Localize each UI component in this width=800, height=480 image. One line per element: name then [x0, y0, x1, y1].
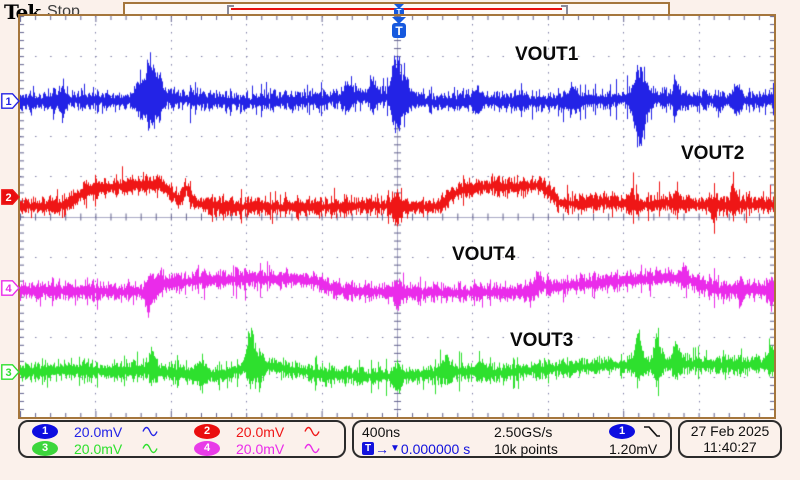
trigger-source-readout[interactable]: 1	[609, 423, 662, 440]
waveform-label-vout3: VOUT3	[510, 330, 574, 351]
arrow-right-icon: →	[375, 440, 389, 457]
graticule: T	[18, 14, 776, 419]
trigger-level-readout[interactable]: 1.20mV	[609, 440, 662, 457]
trigger-level-value: 1.20mV	[609, 440, 658, 457]
channel-3-scale: 20.0mV	[74, 440, 123, 457]
channel-1-badge: 1	[32, 424, 58, 439]
channel-3-readout[interactable]: 3 20.0mV	[20, 440, 182, 457]
channel-1-coupling-icon	[142, 426, 158, 437]
channel-4-badge: 4	[194, 441, 220, 456]
horizontal-scale-readout[interactable]: 400ns	[362, 423, 494, 440]
record-length-value: 10k points	[494, 440, 558, 457]
record-length-readout: 10k points	[494, 440, 609, 457]
waveform-display	[20, 16, 774, 417]
sample-rate-readout: 2.50GS/s	[494, 423, 609, 440]
trigger-position-marker[interactable]: T	[391, 16, 407, 43]
waveform-label-vout1: VOUT1	[515, 44, 579, 65]
channel-4-ground-marker[interactable]: 4	[1, 280, 20, 301]
channel-3-badge: 3	[32, 441, 58, 456]
channel-1-scale: 20.0mV	[74, 423, 123, 440]
triangle-down-icon: ▼	[390, 443, 400, 454]
trigger-slope-falling-icon	[644, 425, 660, 437]
datetime-readout: 27 Feb 2025 11:40:27	[678, 420, 782, 458]
channel-1-ground-marker[interactable]: 1	[1, 93, 20, 114]
waveform-label-vout2: VOUT2	[681, 143, 745, 164]
channel-3-coupling-icon	[142, 443, 158, 454]
channel-2-scale: 20.0mV	[236, 423, 285, 440]
channel-4-coupling-icon	[304, 443, 320, 454]
date-value: 27 Feb 2025	[690, 423, 770, 439]
svg-text:4: 4	[5, 283, 12, 295]
channel-readouts-box: 1 20.0mV 2 20.0mV 3 20.0mV 4 20.0mV	[18, 420, 346, 458]
waveform-label-vout4: VOUT4	[452, 244, 516, 265]
horizontal-trigger-readouts-box: 400ns 2.50GS/s 1 T → ▼ 0.000000 s 10k po…	[352, 420, 672, 458]
channel-4-readout[interactable]: 4 20.0mV	[182, 440, 344, 457]
channel-2-coupling-icon	[304, 426, 320, 437]
horizontal-position-value: 0.000000 s	[400, 440, 471, 457]
sample-rate-value: 2.50GS/s	[494, 423, 553, 440]
svg-text:T: T	[395, 24, 403, 38]
horizontal-position-readout[interactable]: T → ▼ 0.000000 s	[362, 440, 494, 457]
channel-1-readout[interactable]: 1 20.0mV	[20, 423, 182, 440]
channel-4-scale: 20.0mV	[236, 440, 285, 457]
channel-3-ground-marker[interactable]: 3	[1, 364, 20, 385]
horizontal-scale-value: 400ns	[362, 423, 401, 440]
channel-2-badge: 2	[194, 424, 220, 439]
trigger-t-icon: T	[362, 442, 374, 455]
svg-text:1: 1	[5, 96, 11, 108]
channel-2-readout[interactable]: 2 20.0mV	[182, 423, 344, 440]
trigger-source-badge: 1	[609, 424, 635, 439]
time-value: 11:40:27	[703, 439, 757, 455]
svg-text:2: 2	[5, 192, 11, 204]
svg-text:3: 3	[5, 367, 11, 379]
channel-2-ground-marker[interactable]: 2	[1, 189, 20, 210]
svg-text:T: T	[397, 8, 402, 17]
